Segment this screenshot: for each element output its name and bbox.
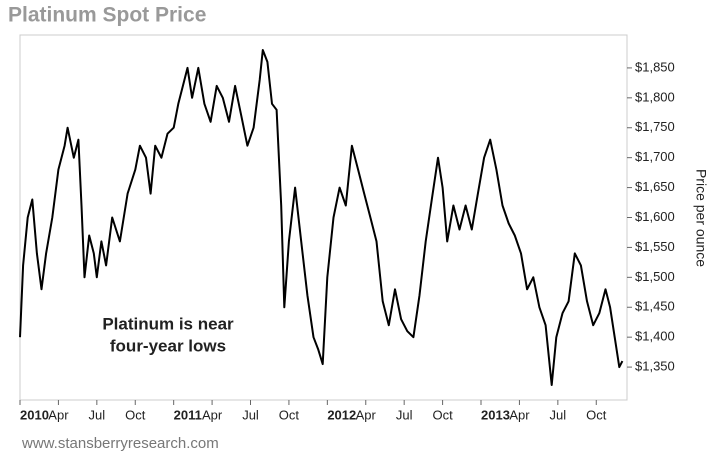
x-tick-label: Oct [279,407,300,422]
x-tick-label: Apr [356,407,377,422]
y-tick-label: $1,650 [635,179,675,194]
x-tick-label: Apr [509,407,530,422]
y-tick-label: $1,800 [635,89,675,104]
x-tick-label: Jul [242,407,259,422]
x-tick-label: Apr [48,407,69,422]
annotation: Platinum is near [102,314,234,333]
x-tick-label: Jul [550,407,567,422]
y-tick-label: $1,400 [635,329,675,344]
y-tick-label: $1,750 [635,119,675,134]
x-tick-label: 2012 [327,407,356,422]
x-tick-label: 2010 [20,407,49,422]
y-tick-label: $1,500 [635,269,675,284]
price-line [19,49,624,386]
y-tick-label: $1,850 [635,59,675,74]
x-tick-label: Apr [202,407,223,422]
x-tick-label: Oct [586,407,607,422]
chart-title: Platinum Spot Price [8,4,206,27]
y-tick-label: $1,350 [635,359,675,374]
x-tick-label: Oct [125,407,146,422]
x-tick-label: Jul [89,407,106,422]
x-tick-label: Oct [432,407,453,422]
y-tick-label: $1,600 [635,209,675,224]
y-axis-label: Price per ounce [693,169,709,267]
x-tick-label: 2013 [481,407,510,422]
source: www.stansberryresearch.com [21,435,219,452]
y-tick-label: $1,450 [635,299,675,314]
y-tick-label: $1,550 [635,239,675,254]
x-tick-label: 2011 [174,407,202,422]
annotation: four-year lows [110,336,226,355]
x-tick-label: Jul [396,407,413,422]
y-tick-label: $1,700 [635,149,675,164]
